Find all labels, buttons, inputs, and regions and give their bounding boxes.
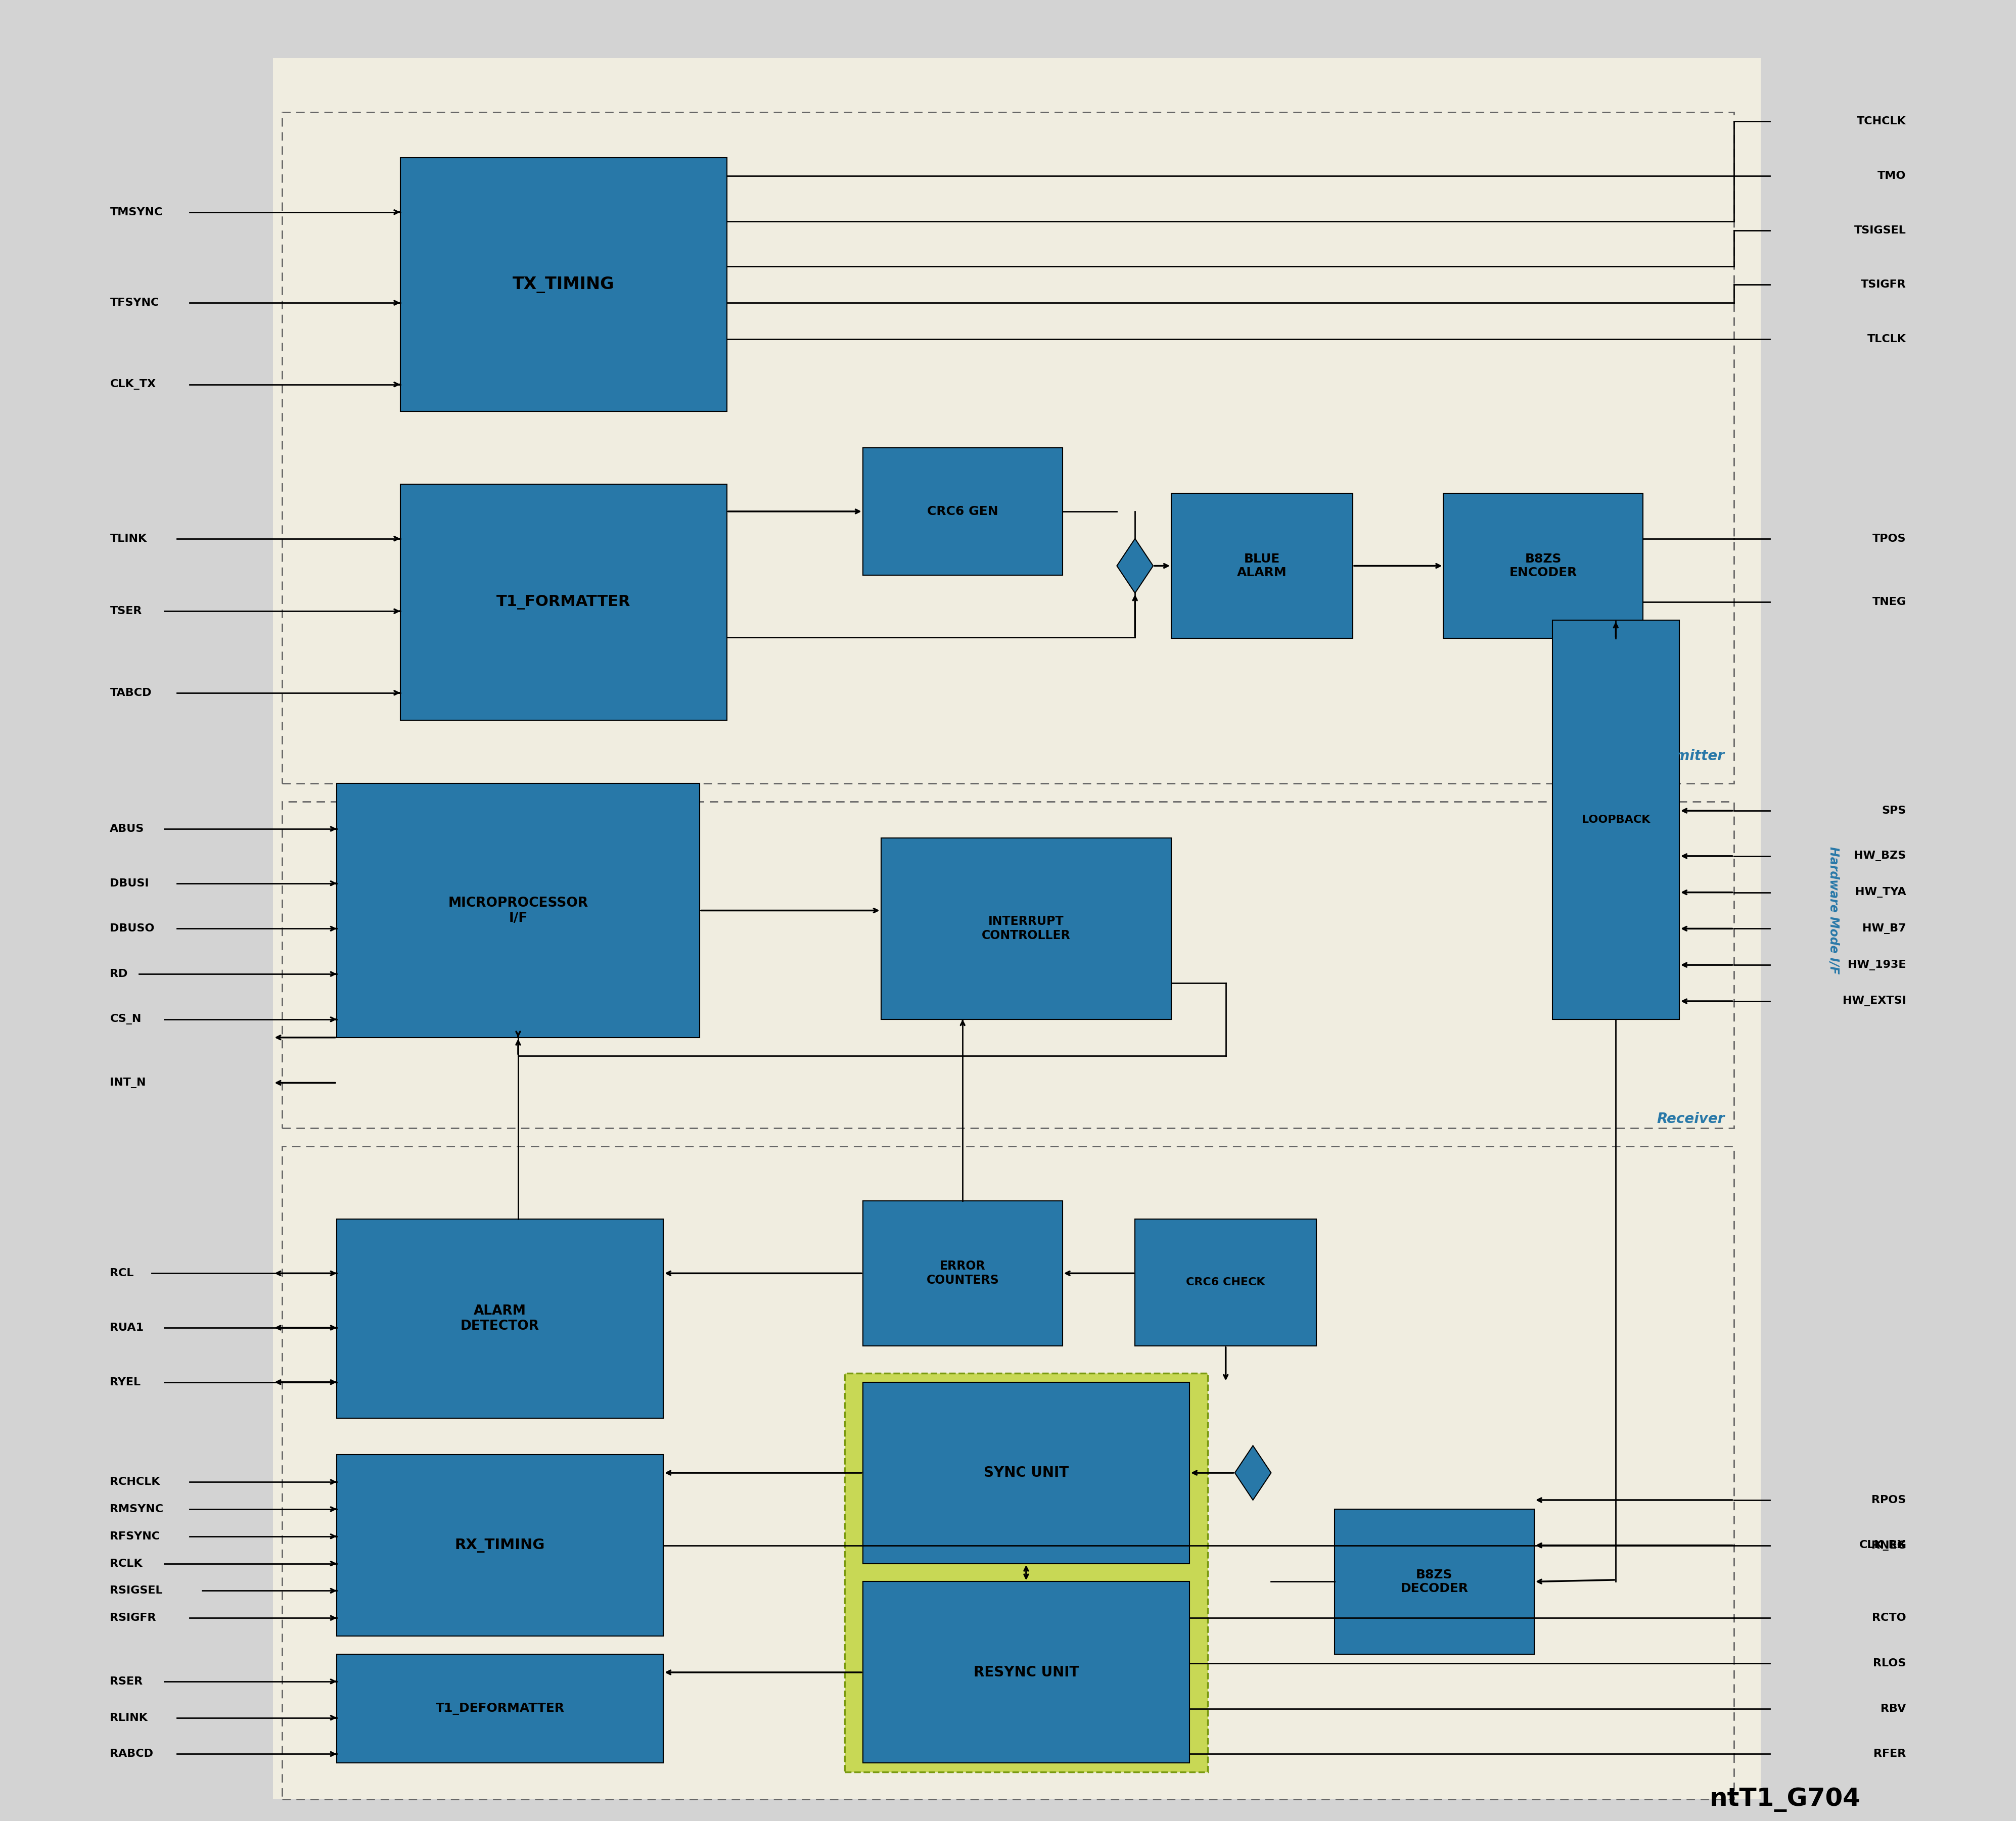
Text: INT_N: INT_N (111, 1078, 145, 1089)
Text: HW_BZS: HW_BZS (1855, 850, 1905, 861)
Bar (863, 448, 1062, 575)
Text: TNEG: TNEG (1873, 597, 1905, 606)
Text: RCTO: RCTO (1873, 1613, 1905, 1623)
Text: ABUS: ABUS (111, 823, 145, 834)
Text: TX_TIMING: TX_TIMING (512, 277, 615, 293)
Bar (337, 1218, 663, 1419)
Text: TMSYNC: TMSYNC (111, 208, 163, 217)
Text: RESYNC UNIT: RESYNC UNIT (974, 1664, 1079, 1679)
Text: RMSYNC: RMSYNC (111, 1504, 163, 1515)
Text: TSER: TSER (111, 606, 141, 615)
Text: RFER: RFER (1873, 1748, 1905, 1759)
Text: T1_DEFORMATTER: T1_DEFORMATTER (435, 1703, 564, 1715)
Text: RSIGSEL: RSIGSEL (111, 1586, 163, 1595)
Text: Receiver: Receiver (1657, 1113, 1724, 1125)
Bar (401, 484, 728, 719)
Text: CLK_RX: CLK_RX (1859, 1541, 1905, 1551)
Text: B8ZS
DECODER: B8ZS DECODER (1401, 1568, 1468, 1595)
Text: TABCD: TABCD (111, 688, 151, 697)
Text: TSIGFR: TSIGFR (1861, 280, 1905, 290)
Text: RABCD: RABCD (111, 1748, 153, 1759)
Bar (282, 1145, 1734, 1799)
Text: RFSYNC: RFSYNC (111, 1531, 159, 1541)
Text: RCHCLK: RCHCLK (111, 1477, 159, 1488)
Text: BLUE
ALARM: BLUE ALARM (1238, 554, 1286, 579)
Bar (401, 158, 728, 412)
Text: RX_TIMING: RX_TIMING (456, 1539, 544, 1553)
Text: Transmitter: Transmitter (1633, 748, 1724, 763)
Bar (1135, 1218, 1316, 1346)
Text: TSIGSEL: TSIGSEL (1855, 226, 1905, 235)
Text: HW_B7: HW_B7 (1863, 923, 1905, 934)
Bar (881, 838, 1171, 1020)
Text: SYNC UNIT: SYNC UNIT (984, 1466, 1068, 1480)
Text: T1_FORMATTER: T1_FORMATTER (496, 595, 631, 610)
Text: INTERRUPT
CONTROLLER: INTERRUPT CONTROLLER (982, 916, 1070, 941)
Text: TPOS: TPOS (1873, 534, 1905, 544)
Text: DBUSO: DBUSO (111, 923, 155, 934)
Bar (845, 1373, 1208, 1772)
Text: ALARM
DETECTOR: ALARM DETECTOR (460, 1304, 540, 1333)
Bar (1443, 493, 1643, 639)
Text: RBV: RBV (1881, 1704, 1905, 1714)
Text: RCLK: RCLK (111, 1559, 143, 1568)
Text: MICROPROCESSOR
I/F: MICROPROCESSOR I/F (448, 896, 589, 925)
Text: DBUSI: DBUSI (111, 878, 149, 889)
Text: RD: RD (111, 969, 127, 980)
Polygon shape (1117, 539, 1153, 594)
Text: ERROR
COUNTERS: ERROR COUNTERS (925, 1260, 1000, 1286)
Bar (863, 1200, 1062, 1346)
Text: RNEG: RNEG (1871, 1541, 1905, 1550)
Text: B8ZS
ENCODER: B8ZS ENCODER (1510, 554, 1577, 579)
Text: CLK_TX: CLK_TX (111, 379, 155, 390)
Text: ntT1_G704: ntT1_G704 (1710, 1788, 1861, 1812)
Text: HW_TYA: HW_TYA (1855, 887, 1905, 898)
Text: TFSYNC: TFSYNC (111, 299, 159, 308)
Text: RLINK: RLINK (111, 1714, 147, 1723)
Text: CRC6 GEN: CRC6 GEN (927, 506, 998, 517)
Text: Hardware Mode I/F: Hardware Mode I/F (1826, 847, 1839, 974)
Text: RCL: RCL (111, 1267, 133, 1278)
Text: TMO: TMO (1877, 171, 1905, 180)
Text: CS_N: CS_N (111, 1014, 141, 1025)
Bar (337, 1653, 663, 1763)
Bar (282, 801, 1734, 1129)
Text: RLOS: RLOS (1873, 1659, 1905, 1668)
Bar (337, 783, 700, 1038)
Bar (863, 1582, 1189, 1763)
Text: HW_EXTSI: HW_EXTSI (1843, 996, 1905, 1007)
Bar (863, 1382, 1189, 1564)
Text: RSER: RSER (111, 1677, 143, 1686)
Text: RPOS: RPOS (1871, 1495, 1905, 1506)
Text: TLCLK: TLCLK (1867, 333, 1905, 344)
Bar (337, 1455, 663, 1635)
Text: SPS: SPS (1881, 805, 1905, 816)
Text: LOOPBACK: LOOPBACK (1583, 814, 1649, 825)
Text: TLINK: TLINK (111, 534, 147, 544)
Polygon shape (1234, 1446, 1270, 1501)
Text: HW_193E: HW_193E (1849, 960, 1905, 971)
Bar (282, 113, 1734, 783)
Bar (1552, 621, 1679, 1020)
Bar (274, 58, 1760, 1799)
Text: CRC6 CHECK: CRC6 CHECK (1185, 1277, 1266, 1287)
Bar (1335, 1510, 1534, 1653)
Text: RUA1: RUA1 (111, 1322, 143, 1333)
Text: TCHCLK: TCHCLK (1857, 117, 1905, 126)
Text: RSIGFR: RSIGFR (111, 1613, 155, 1623)
Text: RYEL: RYEL (111, 1377, 141, 1388)
Bar (1171, 493, 1353, 639)
